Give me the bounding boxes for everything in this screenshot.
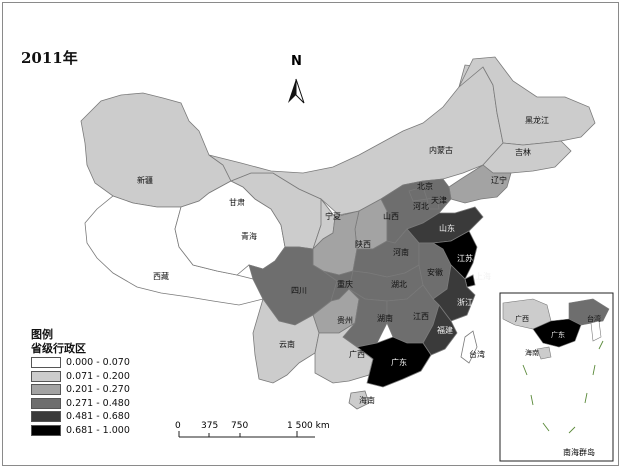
scale-tick-0: 0 <box>175 421 181 431</box>
province-label: 黑龙江 <box>525 115 549 125</box>
province-label: 北京 <box>417 181 433 191</box>
province-label: 四川 <box>291 286 307 295</box>
province-label: 宁夏 <box>325 211 341 221</box>
legend-range: 0.201 - 0.270 <box>66 384 130 396</box>
legend-swatch <box>31 411 61 423</box>
north-arrow-icon <box>288 78 305 104</box>
legend-swatch <box>31 384 61 396</box>
province-label: 西藏 <box>153 271 169 281</box>
inset-region-label: 台湾 <box>587 314 601 323</box>
province-label: 湖南 <box>377 313 393 323</box>
legend-item: 0.201 - 0.270 <box>31 383 130 397</box>
province-label: 内蒙古 <box>429 145 453 155</box>
province-label: 辽宁 <box>491 175 507 185</box>
boundary-dash <box>568 426 576 434</box>
boundary-dash <box>598 340 604 350</box>
province-label: 台湾 <box>469 349 485 359</box>
province-label: 安徽 <box>427 267 443 277</box>
scale-bar <box>178 431 315 438</box>
legend-range: 0.000 - 0.070 <box>66 357 130 369</box>
province-shape <box>356 336 432 388</box>
legend-swatch <box>31 357 61 369</box>
province-label: 广西 <box>349 349 365 359</box>
province-shape <box>460 330 478 364</box>
province-shape <box>426 196 440 210</box>
legend-item: 0.681 - 1.000 <box>31 424 130 438</box>
boundary-dash <box>584 392 588 404</box>
province-label: 山西 <box>383 211 399 221</box>
boundary-dash <box>522 364 528 376</box>
province-label: 甘肃 <box>229 197 245 207</box>
legend-swatch <box>31 370 61 382</box>
boundary-dash <box>592 364 596 376</box>
legend-item: 0.481 - 0.680 <box>31 410 130 424</box>
province-label: 湖北 <box>391 280 407 289</box>
legend-swatch <box>31 424 61 436</box>
province-label: 吉林 <box>515 147 531 157</box>
province-label: 天津 <box>431 195 447 205</box>
inset-region-shape <box>568 298 610 326</box>
boundary-dash <box>530 394 534 406</box>
province-label: 江苏 <box>457 253 473 263</box>
province-shape <box>422 304 458 356</box>
province-label: 云南 <box>279 339 295 349</box>
north-label: N <box>291 54 302 69</box>
legend-title: 图例 <box>31 328 53 341</box>
inset-region-label: 广西 <box>515 314 529 323</box>
legend-swatch <box>31 397 61 409</box>
province-label: 贵州 <box>337 315 353 325</box>
map-frame: 2011年 新疆西藏 青海 甘肃 内蒙古 黑龙江吉林辽宁宁夏 山西陕西 河北 北京天津山东河南… <box>2 2 619 466</box>
province-label: 浙江 <box>457 297 473 307</box>
province-label: 重庆 <box>337 279 353 289</box>
legend-item: 0.071 - 0.200 <box>31 370 130 384</box>
inset-region-label: 广东 <box>551 330 565 339</box>
inset-region-shape <box>536 346 552 360</box>
province-shape <box>448 164 512 204</box>
province-shape <box>252 298 320 384</box>
legend-range: 0.481 - 0.680 <box>66 411 130 423</box>
scale-tick-750: 750 <box>231 421 248 431</box>
province-label: 陕西 <box>355 239 371 249</box>
province-label: 海南 <box>359 395 375 405</box>
inset-region-label: 海南 <box>525 348 539 357</box>
inset-region-shape <box>590 320 602 342</box>
province-label: 河北 <box>413 201 429 211</box>
scale-tick-375: 375 <box>201 421 218 431</box>
province-label: 青海 <box>241 231 257 241</box>
legend-range: 0.271 - 0.480 <box>66 397 130 409</box>
legend-range: 0.681 - 1.000 <box>66 424 130 436</box>
inset-title: 南海群岛 <box>563 447 595 457</box>
province-label: 江西 <box>413 312 429 321</box>
province-label: 河南 <box>393 247 409 257</box>
province-label: 广东 <box>391 357 407 367</box>
inset-region-shape <box>532 318 582 348</box>
province-label: 山东 <box>439 223 455 233</box>
province-label: 新疆 <box>137 175 153 185</box>
legend-subtitle: 省级行政区 <box>31 342 86 355</box>
scale-tick-1500: 1 500 km <box>287 421 330 431</box>
province-shape <box>80 92 232 208</box>
legend-range: 0.071 - 0.200 <box>66 370 130 382</box>
province-label: 上海 <box>475 271 491 281</box>
boundary-dash <box>542 422 550 432</box>
province-shape <box>431 230 478 280</box>
map-title: 2011年 <box>21 49 78 67</box>
province-label: 福建 <box>437 325 453 335</box>
province-shape <box>458 56 596 146</box>
legend: 图例 省级行政区 0.000 - 0.070 0.071 - 0.200 0.201… <box>31 328 130 437</box>
province-shape <box>348 390 370 410</box>
legend-item: 0.000 - 0.070 <box>31 356 130 370</box>
legend-item: 0.271 - 0.480 <box>31 397 130 411</box>
